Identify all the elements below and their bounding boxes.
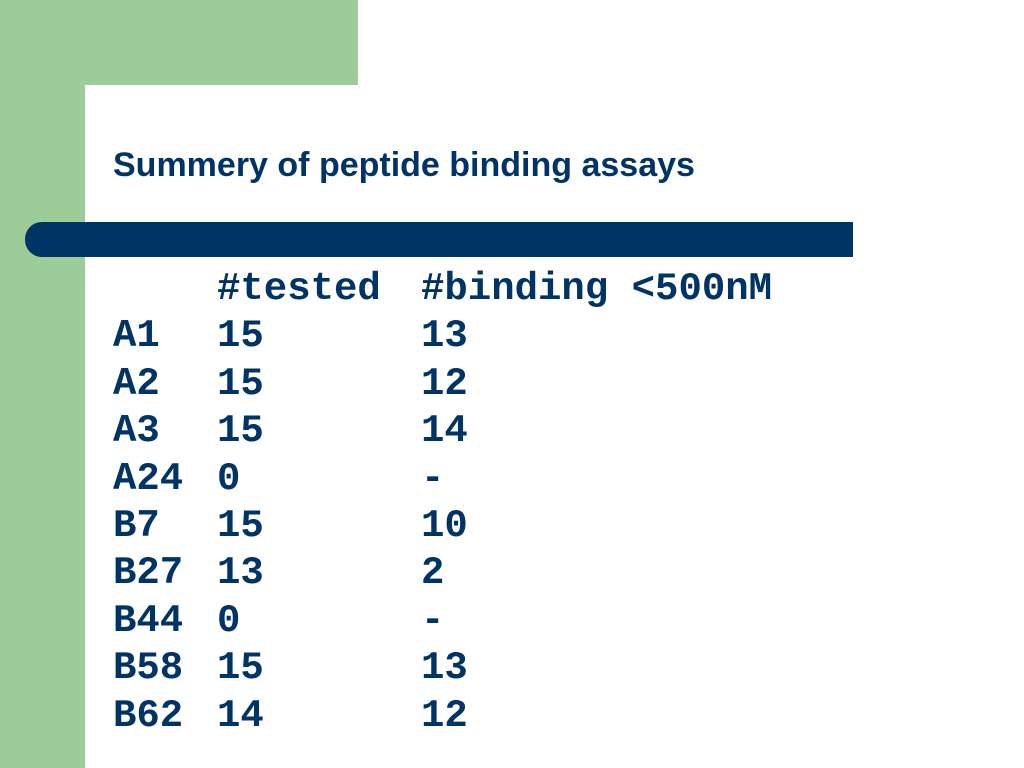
table-cell: 0: [217, 598, 241, 643]
row-label: B44: [113, 598, 184, 643]
row-label: B58: [113, 646, 184, 691]
table-cell: 10: [421, 504, 468, 548]
row-label: B62: [113, 693, 184, 738]
table-cell: 13: [217, 551, 264, 596]
slide-title: Summery of peptide binding assays: [113, 146, 695, 184]
table-cell: 15: [217, 504, 264, 548]
table-cell: -: [421, 456, 445, 501]
table-cell: 13: [421, 646, 468, 691]
table-cell: 15: [217, 646, 264, 691]
table-cell: 13: [421, 314, 468, 359]
table-cell: 15: [217, 314, 264, 359]
row-label: A24: [113, 456, 184, 501]
decor-corner: [85, 85, 165, 165]
header-cell: #binding <500nM: [421, 267, 773, 311]
table-cell: 12: [421, 693, 468, 738]
row-label: A2: [113, 361, 160, 406]
row-label: A3: [113, 409, 160, 454]
row-label: B7: [113, 504, 160, 548]
table-cell: 12: [421, 361, 468, 406]
table-cell: 15: [217, 409, 264, 454]
table-cell: 14: [217, 693, 264, 738]
table-cell: -: [421, 598, 445, 643]
table-cell: 0: [217, 456, 241, 501]
row-label: A1: [113, 314, 160, 359]
table-cell: 2: [421, 551, 445, 596]
decor-green-left: [0, 0, 85, 768]
header-cell: #tested: [217, 267, 381, 311]
decor-bar: [25, 222, 853, 257]
table-cell: 15: [217, 361, 264, 406]
row-label: B27: [113, 551, 184, 596]
table-cell: 14: [421, 409, 468, 454]
